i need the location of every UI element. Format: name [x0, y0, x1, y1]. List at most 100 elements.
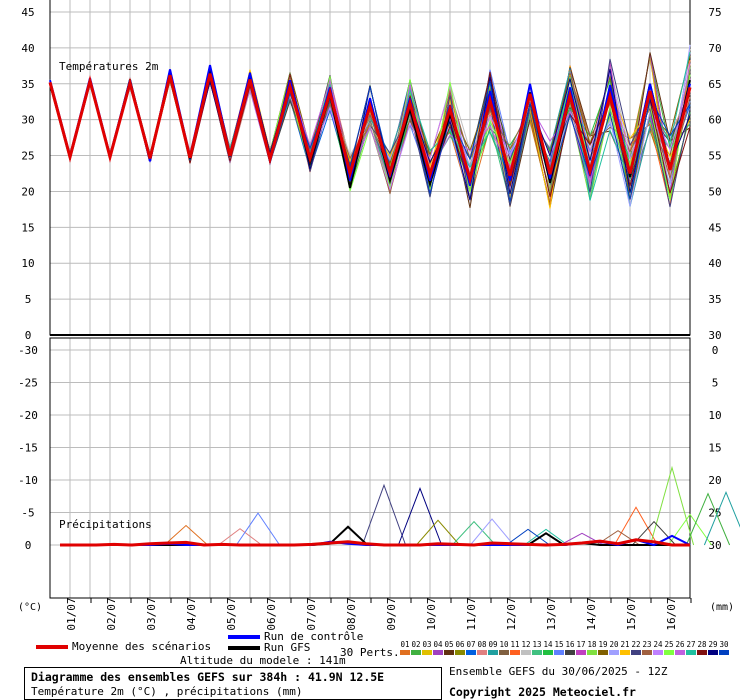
- chart-subtitle: Température 2m (°C) , précipitations (mm…: [31, 685, 303, 698]
- date-label: 06/07: [265, 597, 278, 630]
- temp-left-tick: 40: [21, 42, 34, 55]
- member-number: 20: [609, 640, 619, 649]
- legend-gfs-swatch: [228, 646, 260, 650]
- member-number: 16: [565, 640, 575, 649]
- temp-panel-label: Températures 2m: [59, 60, 159, 73]
- precip-right-tick: 30: [708, 539, 721, 552]
- precip-left-tick: -30: [18, 344, 38, 357]
- precip-member-line: [235, 512, 281, 546]
- date-label: 08/07: [345, 597, 358, 630]
- date-label: 02/07: [105, 597, 118, 630]
- precip-right-tick: 0: [712, 344, 719, 357]
- member-swatch: [488, 650, 498, 655]
- member-number: 10: [499, 640, 509, 649]
- legend-mean-label: Moyenne des scénarios: [72, 640, 212, 653]
- member-number: 30: [719, 640, 729, 649]
- date-label: 13/07: [545, 597, 558, 630]
- member-swatch: [576, 650, 586, 655]
- temp-right-tick: 35: [708, 293, 721, 306]
- member-number: 29: [708, 640, 717, 649]
- member-number: 02: [411, 640, 420, 649]
- altitude-label: Altitude du modele : 141m: [180, 654, 346, 667]
- precip-member-line: [452, 520, 496, 546]
- temp-left-tick: 30: [21, 114, 34, 127]
- member-swatch: [499, 650, 509, 655]
- member-swatch: [587, 650, 597, 655]
- member-swatch: [455, 650, 465, 655]
- temp-right-tick: 60: [708, 114, 721, 127]
- precip-member-line: [703, 491, 740, 546]
- member-number: 01: [400, 640, 409, 649]
- precip-right-tick: 5: [712, 377, 719, 390]
- precip-member-line: [470, 518, 514, 546]
- temp-right-tick: 70: [708, 42, 721, 55]
- member-swatch: [719, 650, 729, 655]
- precip-right-tick: 25: [708, 507, 721, 520]
- date-label: 10/07: [425, 597, 438, 630]
- member-number: 17: [576, 640, 585, 649]
- member-swatch: [675, 650, 685, 655]
- member-swatch: [686, 650, 696, 655]
- member-swatch: [620, 650, 630, 655]
- member-swatch: [598, 650, 608, 655]
- date-label: 14/07: [585, 597, 598, 630]
- precip-right-tick: 20: [708, 474, 721, 487]
- member-swatch: [631, 650, 641, 655]
- member-swatch: [433, 650, 443, 655]
- member-swatch: [400, 650, 410, 655]
- precip-member-line: [164, 524, 208, 546]
- date-label: 11/07: [465, 597, 478, 630]
- precip-member-line: [361, 483, 407, 546]
- precip-member-line: [416, 519, 460, 546]
- legend-mean-swatch: [36, 645, 68, 649]
- precip-grid: [50, 338, 690, 598]
- member-swatch: [422, 650, 432, 655]
- member-number: 14: [543, 640, 553, 649]
- date-label: 03/07: [145, 597, 158, 630]
- precip-left-tick: -25: [18, 377, 38, 390]
- chart-title: Diagramme des ensembles GEFS sur 384h : …: [31, 670, 385, 684]
- precip-left-tick: -20: [18, 409, 38, 422]
- temp-right-tick: 55: [708, 150, 721, 163]
- precip-left-tick: -5: [21, 507, 34, 520]
- member-number: 04: [433, 640, 443, 649]
- member-number: 19: [598, 640, 607, 649]
- precip-member-line: [667, 513, 713, 546]
- legend-perts-label: 30 Perts.: [340, 646, 400, 659]
- date-label: 09/07: [385, 597, 398, 630]
- precip-right-tick: 15: [708, 442, 721, 455]
- legend-gfs-label: Run GFS: [264, 641, 311, 654]
- member-swatch: [477, 650, 487, 655]
- legend-control: Run de contrôle: [228, 630, 363, 643]
- temp-right-tick: 30: [708, 329, 721, 342]
- temp-left-tick: 5: [25, 293, 32, 306]
- member-number: 03: [422, 640, 431, 649]
- temp-right-tick: 40: [708, 257, 721, 270]
- member-number: 15: [554, 640, 563, 649]
- member-swatch: [653, 650, 663, 655]
- member-number: 13: [532, 640, 541, 649]
- member-swatch: [411, 650, 421, 655]
- legend-control-swatch: [228, 635, 260, 639]
- date-label: 01/07: [65, 597, 78, 630]
- precip-left-tick: -15: [18, 442, 38, 455]
- temp-left-tick: 45: [21, 6, 34, 19]
- title-box: Diagramme des ensembles GEFS sur 384h : …: [24, 667, 442, 700]
- member-number: 18: [587, 640, 597, 649]
- member-swatch: [554, 650, 564, 655]
- member-swatch: [664, 650, 674, 655]
- member-number: 25: [664, 640, 673, 649]
- date-label: 07/07: [305, 597, 318, 630]
- legend-control-label: Run de contrôle: [264, 630, 364, 643]
- temp-left-tick: 20: [21, 185, 34, 198]
- unit-left: (°C): [18, 602, 42, 613]
- temp-left-tick: 15: [21, 221, 34, 234]
- member-swatch: [532, 650, 542, 655]
- member-swatch: [521, 650, 531, 655]
- precip-panel-label: Précipitations: [59, 518, 152, 531]
- temp-left-tick: 10: [21, 257, 34, 270]
- temp-right-tick: 75: [708, 6, 721, 19]
- member-swatch: [543, 650, 553, 655]
- date-label: 16/07: [665, 597, 678, 630]
